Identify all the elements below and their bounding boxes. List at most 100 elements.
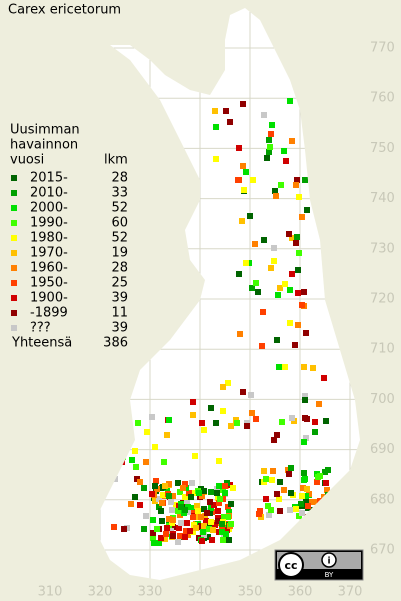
observation: [154, 526, 160, 532]
observation: [137, 502, 143, 508]
legend-label: -1899: [30, 306, 68, 321]
observation: [208, 405, 214, 411]
observation: [226, 537, 232, 543]
observation: [199, 420, 205, 426]
observation: [115, 423, 121, 429]
observation: [210, 527, 216, 533]
observation: [170, 493, 176, 499]
observation: [206, 526, 212, 532]
observation: [323, 480, 329, 486]
observation: [160, 492, 166, 498]
total-label: Yhteensä: [11, 336, 72, 351]
observation: [268, 131, 274, 137]
observation: [190, 412, 196, 418]
y-axis-label: 720: [370, 292, 395, 307]
observation: [132, 448, 138, 454]
observation: [309, 499, 315, 505]
title: Carex ericetorum: [8, 3, 121, 18]
observation: [274, 432, 280, 438]
observation: [162, 483, 168, 489]
observation: [177, 533, 183, 539]
observation: [237, 331, 243, 337]
observation: [183, 528, 189, 534]
observation: [295, 267, 301, 273]
x-axis-label: 330: [138, 585, 163, 600]
observation: [240, 101, 246, 107]
observation: [159, 518, 165, 524]
observation: [164, 525, 170, 531]
x-axis-label: 350: [238, 585, 263, 600]
observation: [286, 471, 292, 477]
observation: [250, 177, 256, 183]
observation: [184, 498, 190, 504]
observation: [279, 419, 285, 425]
observation: [184, 520, 190, 526]
observation: [141, 526, 147, 532]
observation: [137, 479, 143, 485]
observation: [274, 491, 280, 497]
observation: [204, 510, 210, 516]
legend-count: 33: [111, 186, 128, 201]
observation: [266, 149, 272, 155]
observation: [269, 477, 275, 483]
observation: [198, 514, 204, 520]
observation: [259, 343, 265, 349]
legend-swatch: [11, 265, 17, 271]
observation: [195, 508, 201, 514]
observation: [214, 490, 220, 496]
observation: [289, 271, 295, 277]
observation: [230, 485, 236, 491]
observation: [295, 322, 301, 328]
observation: [150, 535, 156, 541]
observation: [277, 479, 283, 485]
legend-heading: havainnon: [10, 138, 78, 153]
observation: [143, 459, 149, 465]
observation: [219, 529, 225, 535]
observation: [220, 408, 226, 414]
y-axis-label: 740: [370, 191, 395, 206]
legend-count: 60: [111, 216, 128, 231]
observation: [255, 289, 261, 295]
observation: [166, 481, 172, 487]
observation: [286, 231, 292, 237]
observation: [288, 490, 294, 496]
observation: [144, 429, 150, 435]
observation: [175, 480, 181, 486]
observation: [248, 392, 254, 398]
observation: [180, 485, 186, 491]
observation: [234, 420, 240, 426]
observation: [271, 245, 277, 251]
observation: [188, 494, 194, 500]
observation: [299, 302, 305, 308]
observation: [294, 234, 300, 240]
observation: [182, 534, 188, 540]
observation: [271, 437, 277, 443]
legend-label: 1900-: [30, 291, 68, 306]
observation: [216, 483, 222, 489]
observation: [221, 514, 227, 520]
observation: [225, 514, 231, 520]
observation: [212, 108, 218, 114]
observation: [111, 524, 117, 530]
observation: [201, 427, 207, 433]
legend-count-heading: lkm: [104, 153, 128, 168]
observation: [201, 488, 207, 494]
observation: [266, 512, 272, 518]
y-axis-label: 700: [370, 392, 395, 407]
observation: [256, 511, 262, 517]
observation: [222, 490, 228, 496]
observation: [299, 510, 305, 516]
legend-label: 2000-: [30, 201, 68, 216]
legend-count: 52: [111, 201, 128, 216]
observation: [253, 280, 259, 286]
observation: [302, 397, 308, 403]
observation: [271, 258, 277, 264]
legend-label: 1980-: [30, 231, 68, 246]
observation: [213, 420, 219, 426]
observation: [316, 401, 322, 407]
observation: [208, 489, 214, 495]
observation: [261, 237, 267, 243]
observation: [150, 530, 156, 536]
observation: [312, 419, 318, 425]
observation: [128, 501, 134, 507]
